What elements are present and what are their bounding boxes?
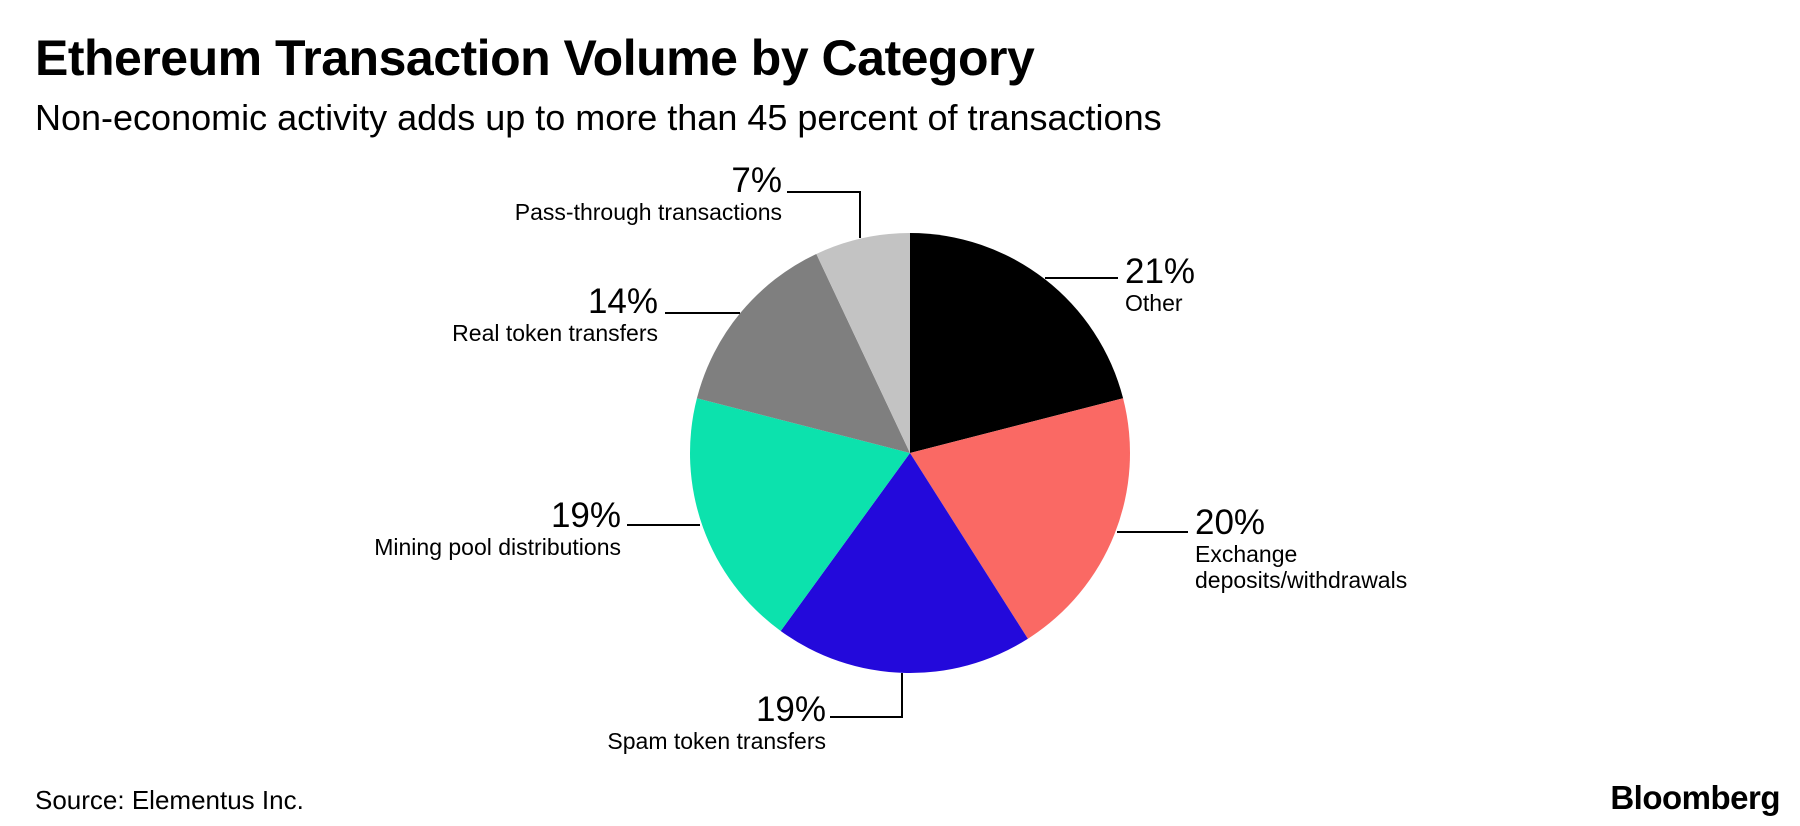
leader-line-spam (830, 673, 903, 718)
callout-spam-token-transfers: 19% Spam token transfers (607, 690, 826, 755)
pie-slice-mining-pool-distributions (690, 398, 910, 631)
percent-value: 14% (587, 282, 658, 321)
chart-subtitle: Non-economic activity adds up to more th… (35, 97, 1162, 138)
percent-value: 20% (1195, 503, 1266, 542)
percent-value: 21% (1125, 252, 1196, 291)
pie-slice-pass-through-transactions (816, 233, 910, 453)
callout-other: 21% Other (1125, 252, 1196, 317)
source-text: Source: Elementus Inc. (35, 785, 304, 815)
pie-slice-spam-token-transfers (780, 453, 1028, 673)
category-label: Real token transfers (452, 320, 658, 346)
percent-value: 7% (731, 161, 782, 200)
category-label: Pass-through transactions (514, 199, 782, 225)
callout-exchange-deposits-withdrawals: 20% Exchange deposits/withdrawals (1195, 503, 1408, 594)
category-label: Spam token transfers (607, 728, 826, 754)
percent-value: 19% (550, 496, 621, 535)
callout-mining-pool-distributions: 19% Mining pool distributions (374, 496, 621, 561)
pie-slice-exchange-deposits-withdrawals (910, 398, 1131, 639)
category-label: Exchange deposits/withdrawals (1195, 541, 1408, 593)
category-label: Mining pool distributions (374, 534, 621, 560)
leader-line-pass-through (787, 191, 861, 238)
pie-slice-other (910, 232, 1124, 453)
callout-real-token-transfers: 14% Real token transfers (452, 282, 658, 347)
category-label: Other (1125, 290, 1183, 316)
chart-title: Ethereum Transaction Volume by Category (35, 30, 1035, 86)
pie-slice-real-token-transfers (696, 253, 910, 453)
callout-pass-through-transactions: 7% Pass-through transactions (514, 161, 782, 226)
bloomberg-logo: Bloomberg (1610, 779, 1780, 816)
percent-value: 19% (755, 690, 826, 729)
